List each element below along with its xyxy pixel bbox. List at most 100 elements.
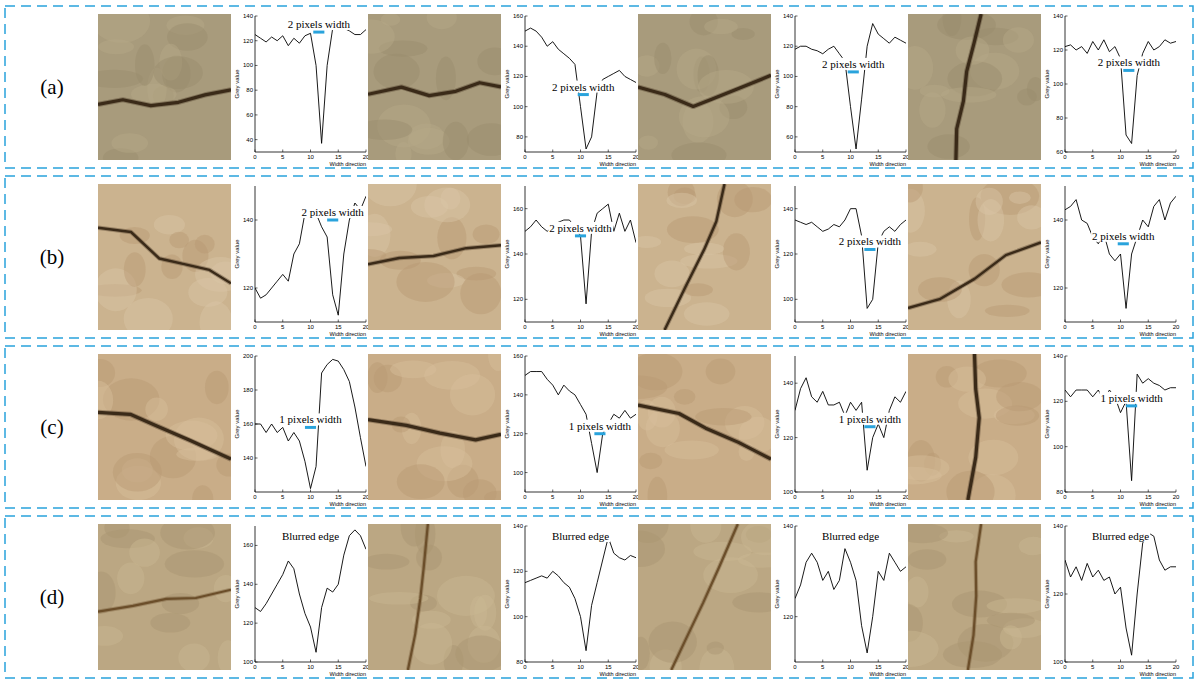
image-texture: [1003, 27, 1034, 52]
image-texture: [667, 193, 697, 208]
crack-halo: [956, 14, 981, 160]
x-tick-label: 5: [821, 664, 825, 670]
x-tick: [255, 150, 256, 153]
grey-profile: [255, 359, 366, 488]
y-axis-title: Grey value: [504, 579, 510, 609]
x-tick: [1176, 660, 1177, 663]
x-tick: [1120, 490, 1121, 493]
y-tick-label: 100: [513, 470, 524, 476]
chart-ground: [503, 180, 638, 336]
image-ground: [98, 524, 231, 670]
y-tick-label: 160: [513, 206, 524, 212]
image-texture: [169, 232, 189, 249]
y-tick-label: 120: [783, 43, 794, 49]
x-tick: [636, 150, 637, 153]
y-tick: [1065, 492, 1068, 493]
x-tick: [1176, 490, 1177, 493]
x-tick-label: 10: [1117, 494, 1124, 500]
y-tick-label: 140: [783, 380, 794, 386]
y-tick: [255, 114, 258, 115]
y-tick-label: 100: [783, 489, 794, 495]
y-tick: [255, 220, 258, 221]
annotation-patch: [1099, 392, 1164, 404]
image-texture: [638, 531, 665, 567]
image-texture: [908, 631, 939, 667]
y-tick-label: 120: [513, 568, 524, 574]
x-tick-label: 10: [577, 154, 584, 160]
row-frame: [5, 176, 1193, 338]
x-tick: [1148, 150, 1149, 153]
image-texture: [113, 453, 162, 492]
image-texture: [368, 222, 392, 236]
image-content: [98, 354, 231, 500]
x-tick: [282, 490, 283, 493]
annotation-patch: [551, 81, 616, 93]
y-tick-label: 180: [243, 387, 254, 393]
row-frame: [5, 6, 1193, 168]
x-axis-title: Width direction: [870, 671, 906, 677]
profile-chart: 12014016005101520Grey valueWidth directi…: [503, 180, 640, 337]
chart-ground: [1043, 10, 1178, 166]
y-tick-label: 120: [513, 296, 524, 302]
x-tick-label: 10: [307, 664, 314, 670]
image-texture: [1009, 192, 1031, 204]
crack: [956, 14, 981, 160]
image-content: [368, 354, 501, 500]
x-tick: [822, 490, 823, 493]
y-axis-title: Grey value: [234, 409, 240, 439]
plot-marks: [525, 28, 636, 149]
image-texture: [368, 184, 417, 206]
image-texture: [473, 224, 500, 244]
x-tick: [795, 660, 796, 663]
image-ground: [638, 14, 771, 160]
x-tick: [366, 320, 367, 323]
x-tick-label: 10: [307, 494, 314, 500]
crack-halo: [908, 242, 1041, 308]
row-label: (c): [40, 415, 63, 439]
x-tick: [1120, 660, 1121, 663]
grey-profile: [795, 209, 906, 309]
y-tick-label: 120: [513, 73, 524, 79]
x-tick: [255, 490, 256, 493]
x-tick: [310, 150, 311, 153]
y-tick-label: 120: [243, 620, 254, 626]
width-bar: [1126, 404, 1137, 407]
image-content: [98, 14, 231, 160]
x-tick: [906, 320, 907, 323]
profile-chart: 608010012014005101520Grey valueWidth dir…: [773, 10, 910, 167]
image-texture: [908, 549, 946, 569]
x-tick-label: 15: [1145, 494, 1152, 500]
x-tick-label: 5: [1091, 664, 1095, 670]
profile-chart: 40608010012014005101520Grey valueWidth d…: [233, 10, 370, 167]
x-tick-label: 10: [847, 494, 854, 500]
y-tick-label: 120: [243, 38, 254, 44]
grey-profile: [525, 372, 636, 473]
crack: [968, 354, 979, 500]
annotation: 2 pixels width: [548, 222, 613, 234]
image-texture: [150, 613, 190, 633]
image-texture: [153, 56, 202, 89]
chart-ground: [233, 520, 368, 676]
x-tick: [1148, 490, 1149, 493]
chart-ground: [773, 520, 908, 676]
image-texture: [908, 46, 933, 90]
y-tick: [795, 76, 798, 77]
crack-halo: [671, 524, 738, 670]
annotation-text: 2 pixels width: [549, 222, 612, 234]
crack-image: [610, 353, 778, 516]
crack: [671, 524, 738, 670]
x-tick-label: 0: [523, 664, 527, 670]
image-texture: [638, 637, 650, 670]
profile-chart: 10012014005101520Grey valueWidth directi…: [1043, 520, 1180, 677]
y-axis: [525, 16, 526, 152]
image-texture: [188, 278, 227, 307]
image-texture: [684, 302, 730, 325]
y-tick: [525, 662, 528, 663]
annotation-patch: [1091, 230, 1156, 242]
crack-halo: [98, 90, 231, 106]
y-tick: [1065, 401, 1068, 402]
image-texture: [732, 592, 771, 612]
crack-halo: [98, 412, 231, 459]
y-tick-label: 140: [783, 523, 794, 529]
y-tick: [255, 90, 258, 91]
